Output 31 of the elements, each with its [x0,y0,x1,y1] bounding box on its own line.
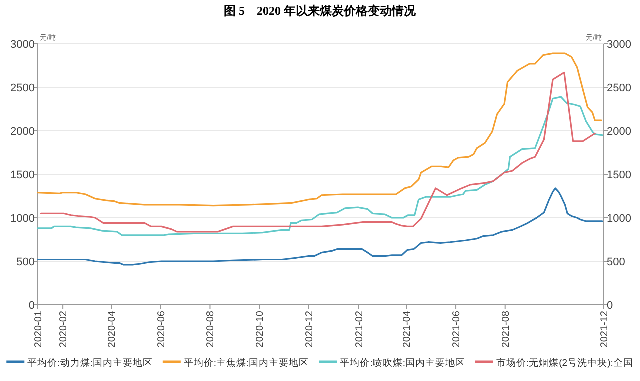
y2-tick-label: 2000 [607,126,632,138]
x-tick-label: 2021-12 [600,310,610,348]
legend-label: 市场价:无烟煤(2号洗中块):全国 [496,357,634,369]
legend-label: 平均价:喷吹煤:国内主要地区 [340,357,466,369]
x-tick-label: 2020-08 [206,310,217,348]
y-tick-label: 1000 [10,213,35,225]
y2-tick-label: 1000 [607,213,632,225]
legend-label: 平均价:动力煤:国内主要地区 [28,357,153,369]
x-tick-label: 2020-10 [255,310,266,348]
y2-tick-label: 500 [607,256,626,268]
x-tick-label: 2021-04 [402,310,414,348]
y-tick-label: 2000 [10,126,35,138]
y-tick-label: 2500 [10,82,35,94]
x-tick-label: 2020-12 [304,310,316,348]
y2-tick-label: 1500 [607,170,632,182]
y-tick-label: 3000 [10,39,35,51]
y2-tick-label: 3000 [607,39,632,51]
x-tick-label: 2020-02 [58,310,70,348]
x-tick-label: 2020-01 [34,310,44,348]
x-tick-label: 2021-08 [500,310,512,348]
y-tick-label: 0 [28,300,35,312]
legend-label: 平均价:主焦煤:国内主要地区 [184,357,310,369]
y2-tick-label: 0 [607,300,614,312]
y-tick-label: 1500 [10,170,35,182]
y-tick-label: 500 [16,256,35,268]
x-tick-label: 2021-06 [452,310,463,348]
y2-tick-label: 2500 [607,82,632,94]
chart-title: 图 5 2020 年以来煤炭价格变动情况 [224,4,417,18]
x-tick-label: 2020-06 [156,310,168,348]
x-tick-label: 2021-02 [354,310,366,348]
x-tick-label: 2020-04 [107,310,118,348]
